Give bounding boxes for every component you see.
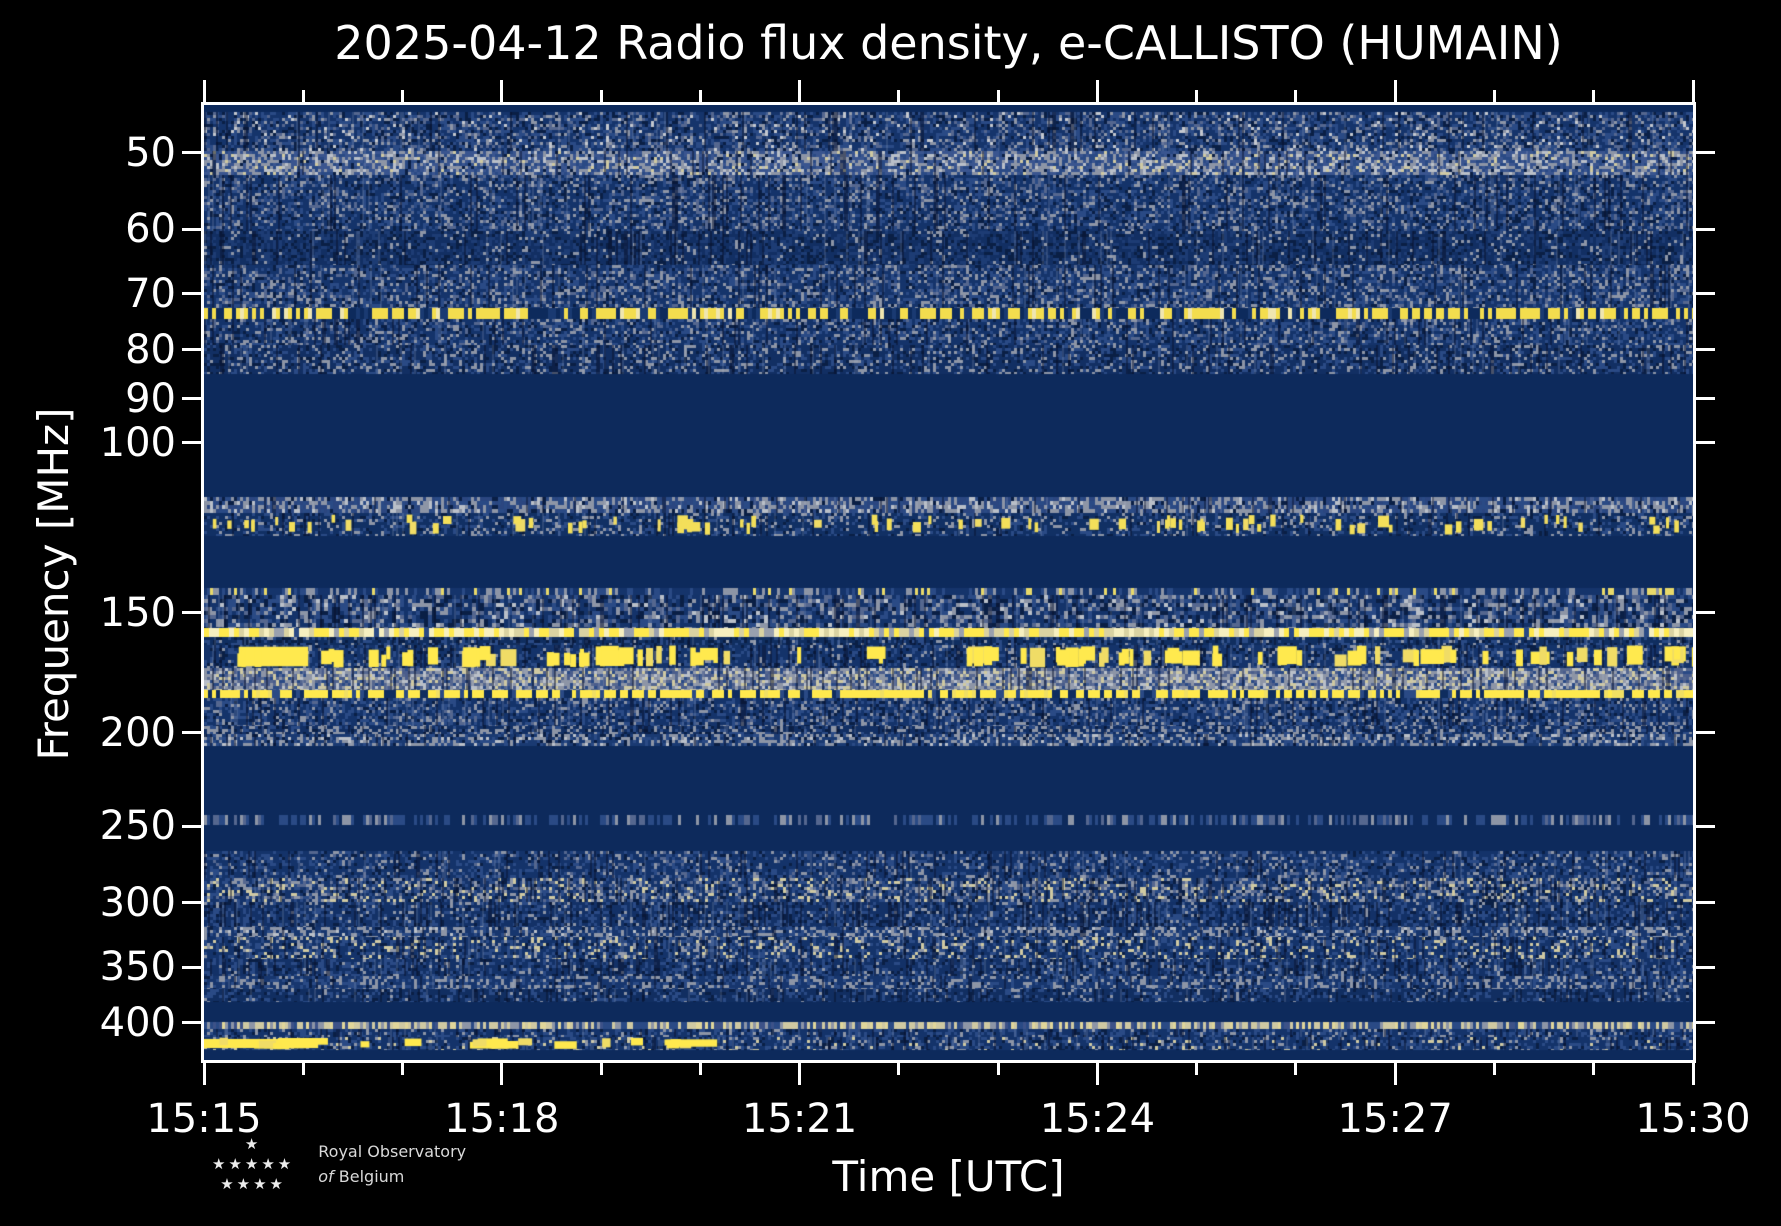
x-minor-tick xyxy=(599,1063,603,1075)
x-minor-tick xyxy=(1294,1063,1298,1075)
x-minor-tick-top xyxy=(599,90,603,102)
x-minor-tick-top xyxy=(1294,90,1298,102)
y-tick-label: 50 xyxy=(125,129,176,176)
y-tick-left xyxy=(182,441,202,445)
y-tick-left xyxy=(182,731,202,735)
y-tick-label: 400 xyxy=(99,999,176,1046)
x-tick-label: 15:24 xyxy=(1039,1096,1156,1142)
x-minor-tick xyxy=(698,1063,702,1075)
x-major-tick-top xyxy=(798,80,802,102)
x-major-tick-top xyxy=(1393,80,1397,102)
y-tick-right xyxy=(1695,731,1715,735)
x-minor-tick-top xyxy=(401,90,405,102)
x-minor-tick xyxy=(996,1063,1000,1075)
x-major-tick-top xyxy=(1691,80,1695,102)
star-row-middle: ★★★★★ xyxy=(212,1155,295,1173)
rob-logo-belgium: Belgium xyxy=(338,1167,405,1186)
y-tick-left xyxy=(182,824,202,828)
x-tick-label: 15:21 xyxy=(741,1096,858,1142)
y-tick-left xyxy=(182,1021,202,1025)
x-axis-label: Time [UTC] xyxy=(832,1152,1065,1201)
y-tick-left xyxy=(182,397,202,401)
x-minor-tick xyxy=(1195,1063,1199,1075)
y-tick-right xyxy=(1695,1021,1715,1025)
y-tick-right xyxy=(1695,441,1715,445)
x-minor-tick xyxy=(301,1063,305,1075)
x-minor-tick-top xyxy=(301,90,305,102)
x-minor-tick-top xyxy=(897,90,901,102)
rob-logo-text: Royal Observatory of Belgium xyxy=(318,1139,466,1189)
y-tick-left xyxy=(182,348,202,351)
x-minor-tick-top xyxy=(1492,90,1496,102)
y-tick-right xyxy=(1695,901,1715,905)
y-tick-right xyxy=(1695,151,1715,155)
y-tick-left xyxy=(182,227,202,231)
y-tick-label: 300 xyxy=(99,879,176,926)
y-tick-right xyxy=(1695,292,1715,296)
y-tick-label: 70 xyxy=(125,270,176,317)
x-minor-tick xyxy=(897,1063,901,1075)
rob-stars-icon: ★ ★★★★★ ★★★★ xyxy=(212,1134,294,1194)
x-tick-label: 15:27 xyxy=(1337,1096,1453,1142)
x-minor-tick-top xyxy=(996,90,1000,102)
y-tick-right xyxy=(1695,227,1715,231)
x-major-tick-top xyxy=(202,80,206,102)
x-major-tick xyxy=(1393,1063,1397,1085)
y-tick-label: 250 xyxy=(99,803,176,850)
y-tick-left xyxy=(182,611,202,615)
x-major-tick-top xyxy=(1095,80,1099,102)
spectrogram-canvas xyxy=(204,105,1693,1060)
y-tick-label: 350 xyxy=(99,944,176,991)
y-tick-right xyxy=(1695,397,1715,401)
star-row-bottom: ★★★★ xyxy=(220,1175,287,1193)
x-tick-label: 15:30 xyxy=(1635,1096,1751,1142)
y-tick-left xyxy=(182,292,202,296)
y-tick-label: 80 xyxy=(125,326,176,373)
x-major-tick-top xyxy=(500,80,504,102)
rob-logo-line2: of Belgium xyxy=(318,1164,466,1189)
rob-logo-of: of xyxy=(318,1167,334,1186)
x-minor-tick xyxy=(401,1063,405,1075)
y-tick-label: 150 xyxy=(99,589,176,636)
y-tick-label: 100 xyxy=(99,419,176,466)
y-tick-right xyxy=(1695,348,1715,351)
y-tick-label: 60 xyxy=(125,206,176,253)
x-minor-tick xyxy=(1592,1063,1596,1075)
x-minor-tick xyxy=(1492,1063,1496,1075)
x-minor-tick-top xyxy=(698,90,702,102)
y-tick-right xyxy=(1695,611,1715,615)
x-minor-tick-top xyxy=(1195,90,1199,102)
x-tick-label: 15:15 xyxy=(146,1096,262,1142)
x-major-tick xyxy=(500,1063,504,1085)
y-tick-label: 200 xyxy=(99,709,176,756)
star-row-top: ★ xyxy=(244,1135,262,1153)
rob-logo: ★ ★★★★★ ★★★★ Royal Observatory of Belgiu… xyxy=(212,1134,466,1194)
rob-logo-line1: Royal Observatory xyxy=(318,1142,467,1161)
chart-title: 2025-04-12 Radio flux density, e-CALLIST… xyxy=(334,16,1563,70)
x-major-tick xyxy=(1691,1063,1695,1085)
x-major-tick xyxy=(798,1063,802,1085)
y-tick-right xyxy=(1695,965,1715,969)
y-tick-right xyxy=(1695,824,1715,828)
y-tick-label: 90 xyxy=(125,375,176,422)
x-minor-tick-top xyxy=(1592,90,1596,102)
y-tick-left xyxy=(182,151,202,155)
x-major-tick xyxy=(202,1063,206,1085)
x-major-tick xyxy=(1095,1063,1099,1085)
y-tick-left xyxy=(182,965,202,969)
y-tick-left xyxy=(182,901,202,905)
x-tick-label: 15:18 xyxy=(444,1096,560,1142)
